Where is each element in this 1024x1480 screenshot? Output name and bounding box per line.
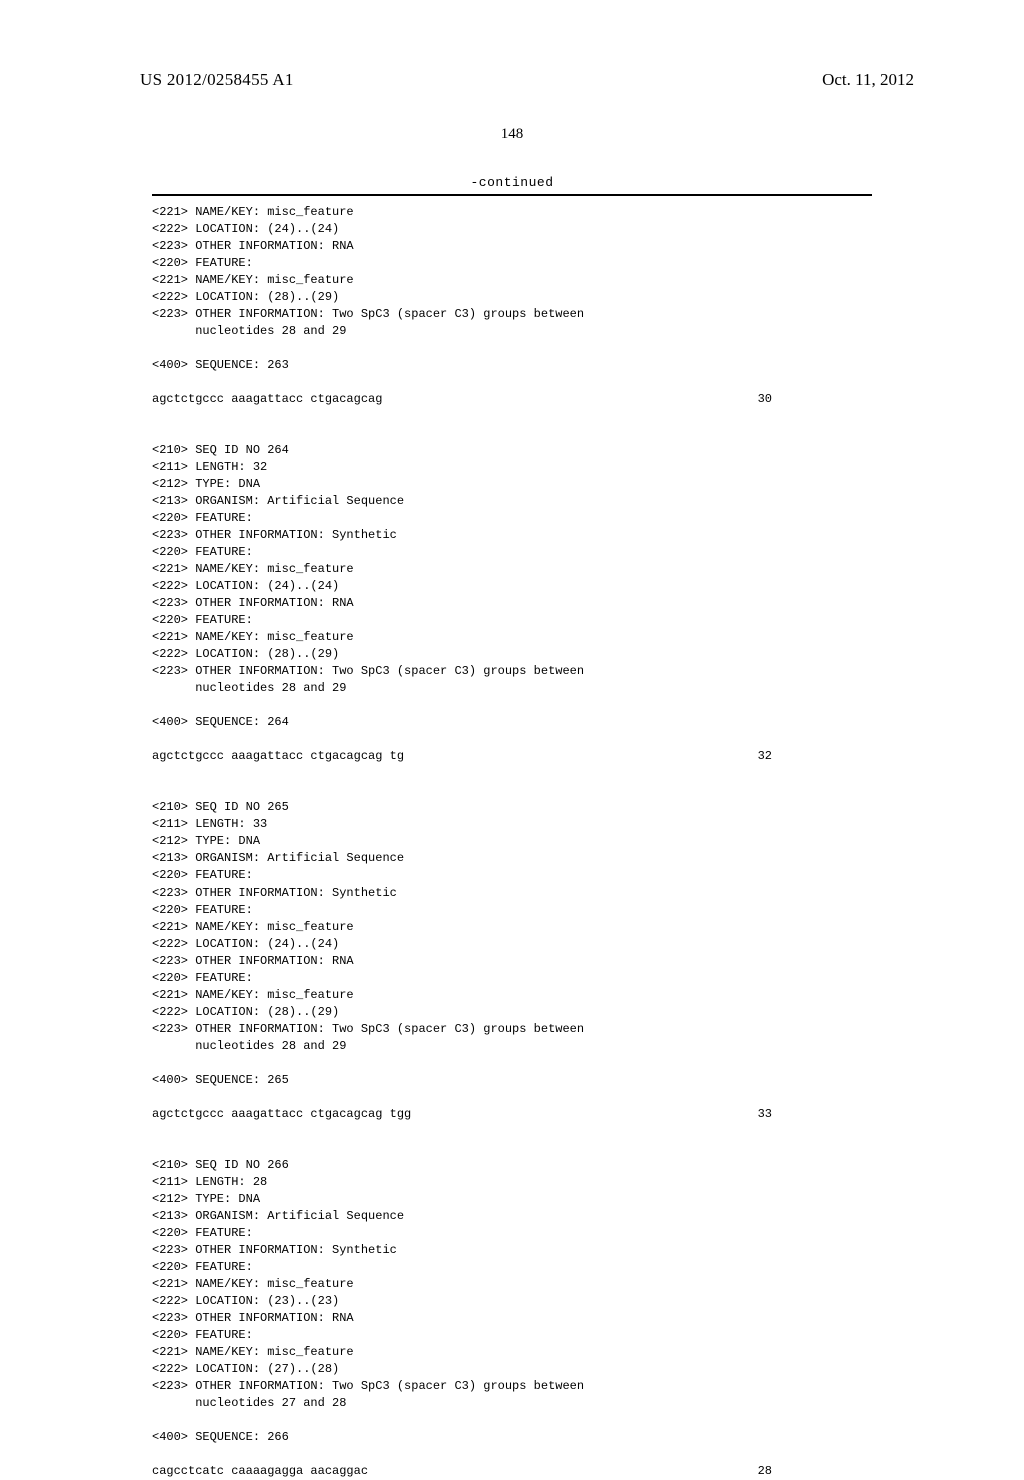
listing-line: <210> SEQ ID NO 264 [152, 442, 872, 459]
page-header: US 2012/0258455 A1 Oct. 11, 2012 [0, 0, 1024, 90]
listing-line: <220> FEATURE: [152, 1327, 872, 1344]
listing-line: <221> NAME/KEY: misc_feature [152, 561, 872, 578]
listing-line: <213> ORGANISM: Artificial Sequence [152, 1208, 872, 1225]
sequence-text: agctctgccc aaagattacc ctgacagcag [152, 391, 382, 408]
listing-line: <223> OTHER INFORMATION: Two SpC3 (space… [152, 1021, 872, 1038]
listing-line: <223> OTHER INFORMATION: Two SpC3 (space… [152, 1378, 872, 1395]
sequence-listing: <221> NAME/KEY: misc_feature<222> LOCATI… [152, 204, 872, 1480]
listing-line: <222> LOCATION: (28)..(29) [152, 646, 872, 663]
sequence-header: <400> SEQUENCE: 265 [152, 1072, 872, 1089]
listing-line: <222> LOCATION: (28)..(29) [152, 289, 872, 306]
listing-line: <223> OTHER INFORMATION: Synthetic [152, 1242, 872, 1259]
sequence-row: agctctgccc aaagattacc ctgacagcag 30 [152, 391, 872, 408]
sequence-row: cagcctcatc caaaagagga aacaggac 28 [152, 1463, 872, 1480]
listing-line: <223> OTHER INFORMATION: RNA [152, 595, 872, 612]
document-number: US 2012/0258455 A1 [140, 70, 294, 90]
listing-line: <222> LOCATION: (24)..(24) [152, 936, 872, 953]
sequence-length: 28 [758, 1463, 872, 1480]
listing-line: <220> FEATURE: [152, 867, 872, 884]
sequence-header: <400> SEQUENCE: 263 [152, 357, 872, 374]
listing-line: <221> NAME/KEY: misc_feature [152, 987, 872, 1004]
listing-line: <223> OTHER INFORMATION: RNA [152, 1310, 872, 1327]
listing-line: <210> SEQ ID NO 266 [152, 1157, 872, 1174]
listing-line: <222> LOCATION: (27)..(28) [152, 1361, 872, 1378]
listing-line: <220> FEATURE: [152, 255, 872, 272]
listing-line: <220> FEATURE: [152, 612, 872, 629]
sequence-text: cagcctcatc caaaagagga aacaggac [152, 1463, 368, 1480]
listing-line: <220> FEATURE: [152, 970, 872, 987]
sequence-text: agctctgccc aaagattacc ctgacagcag tgg [152, 1106, 411, 1123]
listing-line: <212> TYPE: DNA [152, 476, 872, 493]
listing-line: <222> LOCATION: (24)..(24) [152, 221, 872, 238]
listing-line: <223> OTHER INFORMATION: Two SpC3 (space… [152, 663, 872, 680]
listing-line: <220> FEATURE: [152, 510, 872, 527]
listing-line: <212> TYPE: DNA [152, 833, 872, 850]
listing-line: <213> ORGANISM: Artificial Sequence [152, 493, 872, 510]
listing-line: <212> TYPE: DNA [152, 1191, 872, 1208]
sequence-length: 30 [758, 391, 872, 408]
continued-label: -continued [0, 175, 1024, 190]
listing-line: <220> FEATURE: [152, 1225, 872, 1242]
listing-line: <222> LOCATION: (23)..(23) [152, 1293, 872, 1310]
listing-line: <211> LENGTH: 28 [152, 1174, 872, 1191]
sequence-length: 32 [758, 748, 872, 765]
horizontal-rule [152, 194, 872, 196]
sequence-length: 33 [758, 1106, 872, 1123]
listing-line: <210> SEQ ID NO 265 [152, 799, 872, 816]
listing-line: <220> FEATURE: [152, 902, 872, 919]
listing-line: <213> ORGANISM: Artificial Sequence [152, 850, 872, 867]
listing-line: nucleotides 27 and 28 [152, 1395, 872, 1412]
listing-line: <221> NAME/KEY: misc_feature [152, 919, 872, 936]
document-date: Oct. 11, 2012 [822, 70, 914, 90]
listing-line: <220> FEATURE: [152, 544, 872, 561]
listing-line: <223> OTHER INFORMATION: Synthetic [152, 527, 872, 544]
listing-line: <211> LENGTH: 33 [152, 816, 872, 833]
listing-line: <221> NAME/KEY: misc_feature [152, 629, 872, 646]
listing-line: <222> LOCATION: (28)..(29) [152, 1004, 872, 1021]
listing-line: <221> NAME/KEY: misc_feature [152, 1276, 872, 1293]
sequence-row: agctctgccc aaagattacc ctgacagcag tgg 33 [152, 1106, 872, 1123]
listing-line: <223> OTHER INFORMATION: RNA [152, 238, 872, 255]
listing-line: <221> NAME/KEY: misc_feature [152, 204, 872, 221]
listing-line: <223> OTHER INFORMATION: Two SpC3 (space… [152, 306, 872, 323]
sequence-header: <400> SEQUENCE: 264 [152, 714, 872, 731]
listing-line: nucleotides 28 and 29 [152, 1038, 872, 1055]
sequence-text: agctctgccc aaagattacc ctgacagcag tg [152, 748, 404, 765]
page-number: 148 [0, 126, 1024, 143]
listing-line: nucleotides 28 and 29 [152, 323, 872, 340]
listing-line: <223> OTHER INFORMATION: RNA [152, 953, 872, 970]
listing-line: <223> OTHER INFORMATION: Synthetic [152, 885, 872, 902]
listing-line: <221> NAME/KEY: misc_feature [152, 1344, 872, 1361]
listing-line: <221> NAME/KEY: misc_feature [152, 272, 872, 289]
listing-line: <211> LENGTH: 32 [152, 459, 872, 476]
listing-line: <222> LOCATION: (24)..(24) [152, 578, 872, 595]
listing-line: <220> FEATURE: [152, 1259, 872, 1276]
listing-line: nucleotides 28 and 29 [152, 680, 872, 697]
sequence-row: agctctgccc aaagattacc ctgacagcag tg 32 [152, 748, 872, 765]
sequence-header: <400> SEQUENCE: 266 [152, 1429, 872, 1446]
